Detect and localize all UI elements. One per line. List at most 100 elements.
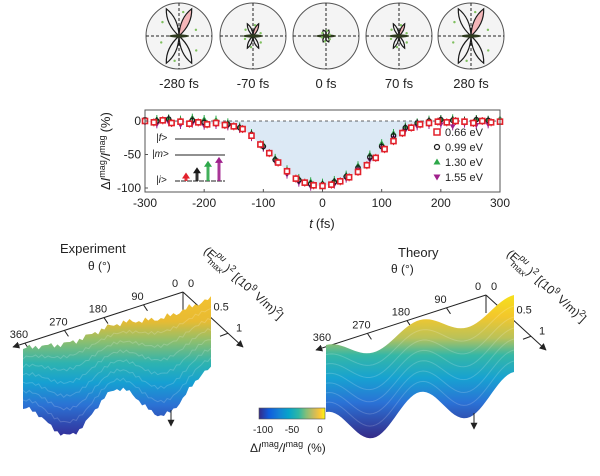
polar-data-point xyxy=(389,37,393,41)
theta-tick-label: 180 xyxy=(89,304,107,316)
data-point-0-66ev xyxy=(407,124,415,131)
y-tick-label: 0 xyxy=(134,114,141,128)
experiment-surface-plot: Experiment 0 90 180 270 360 θ (°) 0 0.5 1(Epumax… xyxy=(10,241,288,436)
field-tick xyxy=(522,335,532,340)
polar-lobe xyxy=(246,34,254,50)
data-point-0-66ev xyxy=(283,167,291,175)
data-point-0-66ev xyxy=(168,119,175,127)
theta-tick-label: 270 xyxy=(352,319,370,331)
level-m-label: |m> xyxy=(152,149,169,160)
polar-data-point xyxy=(452,41,455,44)
field-axis-label: (Epumax)2[(109 V/m)2] xyxy=(198,242,288,326)
polar-data-point xyxy=(160,41,163,44)
polar-delay-label: 0 fs xyxy=(316,76,337,91)
polar-delay-label: -280 fs xyxy=(159,76,199,91)
data-point-0-66ev xyxy=(354,168,362,176)
x-axis-ticks: -300 -200 -100 0 100 200 300 xyxy=(133,189,510,210)
energy-level-inset: |f> |m> |i> xyxy=(152,133,225,186)
field-tick-label: 1 xyxy=(236,322,242,334)
field-tick-label: 0 xyxy=(491,281,497,293)
surface-contour xyxy=(22,328,212,385)
polar-data-point xyxy=(405,32,408,35)
polar-data-point xyxy=(244,28,247,31)
field-label-part: ] xyxy=(274,310,286,323)
experiment-title: Experiment xyxy=(60,241,126,256)
field-label-part: 2 xyxy=(577,308,587,319)
surface-contour xyxy=(22,318,212,372)
polar-plot: 280 fs xyxy=(437,2,505,91)
y-axis-label: ΔImag/Imag(%) xyxy=(97,112,113,190)
colorbar-label: ΔImag/Imag (%) xyxy=(250,439,326,455)
field-tick-label: 0 xyxy=(188,278,194,290)
polar-lobe xyxy=(165,7,180,38)
data-point-0-66ev xyxy=(203,121,211,128)
polar-data-point xyxy=(399,24,403,27)
surface-contour xyxy=(22,308,212,360)
excitation-arrow-head xyxy=(193,167,201,174)
colorbar-tick-label: -50 xyxy=(285,425,300,436)
y-axis-ticks: 0 -50 -100 xyxy=(117,114,148,195)
x-tick-label: 300 xyxy=(490,196,510,210)
polar-lobe xyxy=(165,34,180,65)
data-point-0-66ev xyxy=(257,141,264,148)
polar-data-point xyxy=(259,41,262,44)
theta-tick-label: 180 xyxy=(392,307,410,319)
theta-tick-label: 360 xyxy=(10,329,28,341)
data-point-0-66ev xyxy=(186,120,193,127)
polar-data-point xyxy=(474,10,477,14)
data-point-0-66ev xyxy=(372,154,380,162)
theta-tick xyxy=(367,333,372,340)
polar-data-point xyxy=(161,20,164,24)
legend-marker-triangle-down xyxy=(433,174,441,181)
polar-lobe xyxy=(246,22,254,38)
data-point-0-66ev xyxy=(177,118,184,125)
data-point-0-66ev xyxy=(230,123,238,130)
polar-minor-lobe xyxy=(243,34,263,38)
polar-lobe xyxy=(398,22,406,38)
polar-lobe xyxy=(470,7,485,38)
data-point-0-66ev xyxy=(194,119,202,126)
polar-lobe xyxy=(457,34,472,65)
polar-data-point xyxy=(487,49,490,52)
polar-data-point xyxy=(328,33,331,36)
theta-tick-label: 270 xyxy=(49,316,67,328)
theta-tick xyxy=(446,307,451,315)
polar-data-point xyxy=(173,59,176,63)
data-point-0-66ev xyxy=(301,179,309,186)
surface-contour xyxy=(325,327,515,391)
polar-data-point xyxy=(320,36,324,39)
x-tick-label: 0 xyxy=(319,196,326,210)
polar-data-point xyxy=(195,49,198,52)
data-point-0-66ev xyxy=(381,145,388,153)
data-point-0-66ev xyxy=(390,137,397,145)
y-tick-label: -100 xyxy=(117,181,141,195)
data-point-0-66ev xyxy=(363,161,371,169)
theta-tick xyxy=(64,330,69,337)
data-point-0-66ev xyxy=(328,181,335,188)
surface-contour xyxy=(325,338,515,403)
field-label-part: 2 xyxy=(531,266,541,277)
data-point-0-66ev xyxy=(212,119,220,127)
data-point-0-66ev xyxy=(461,118,468,125)
excitation-arrows xyxy=(182,156,223,181)
excitation-arrow-head xyxy=(215,156,223,163)
polar-data-point xyxy=(259,32,262,35)
data-point-0-66ev xyxy=(434,118,442,125)
data-point-0-66ev xyxy=(265,149,273,157)
surface-contour xyxy=(325,316,515,378)
legend: 0.66 eV 0.99 eV 1.30 eV 1.55 eV xyxy=(433,127,484,184)
theta-tick-label: 0 xyxy=(172,278,178,290)
colorbar-tick-label: 0 xyxy=(317,425,323,436)
theta-axis-label: θ (°) xyxy=(88,259,111,273)
colorbar-gradient xyxy=(258,407,326,420)
x-tick-label: -300 xyxy=(133,196,157,210)
data-point-0-66ev xyxy=(248,132,255,140)
polar-delay-label: 70 fs xyxy=(385,76,414,91)
level-i-label: |i> xyxy=(156,175,167,186)
surface xyxy=(23,296,211,436)
data-point-0-66ev xyxy=(478,117,486,125)
legend-marker-square xyxy=(433,128,441,136)
x-tick-label: 100 xyxy=(372,196,392,210)
polar-lobe xyxy=(178,7,193,38)
